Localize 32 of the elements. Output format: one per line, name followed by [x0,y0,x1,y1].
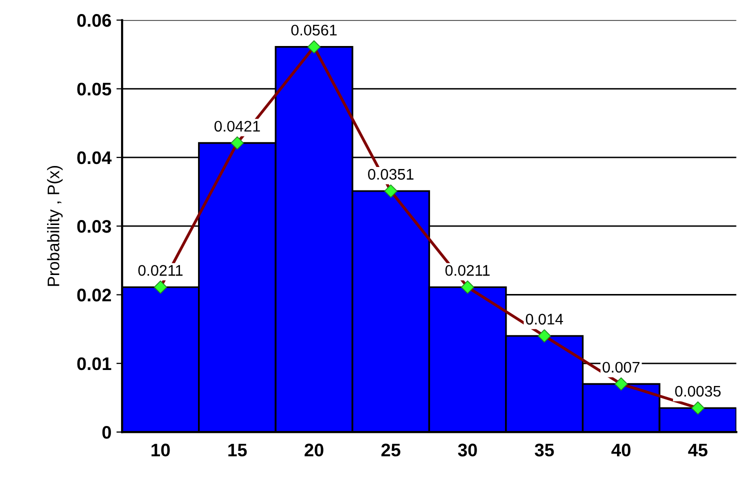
data-label: 0.0211 [445,265,490,276]
data-label: 0.0351 [368,168,414,180]
x-tick-label: 25 [381,444,400,456]
data-label: 0.0421 [214,120,260,132]
x-tick-label: 30 [458,444,477,456]
point [460,280,474,294]
point [614,377,628,391]
y-tick-label: 0.02 [77,288,111,302]
data-label: 0.0035 [675,386,721,397]
point [691,401,705,415]
point [307,40,321,54]
y-tick-label: 0.04 [77,151,112,164]
y-tick-label: 0.05 [77,82,112,96]
x-tick-label: 15 [228,444,247,456]
x-tick-label: 45 [688,444,708,456]
x-tick-label: 35 [534,444,554,456]
y-tick-label: 0 [102,426,111,439]
point [154,280,168,294]
x-tick-label: 10 [152,444,170,456]
data-label: 0.0211 [138,265,183,276]
data-label: 0.0561 [291,24,337,36]
data-label: 0.007 [602,362,640,373]
y-tick-label: 0.06 [77,14,112,27]
point [384,184,398,198]
x-tick-label: 40 [611,444,630,456]
y-tick-label: 0.01 [77,357,112,370]
y-tick-label: 0.03 [77,220,112,233]
y-axis-title: Probability , P(x) [47,166,63,286]
point [230,136,244,150]
x-tick-label: 20 [304,444,324,456]
data-label: 0.014 [526,314,564,325]
point [538,329,551,343]
